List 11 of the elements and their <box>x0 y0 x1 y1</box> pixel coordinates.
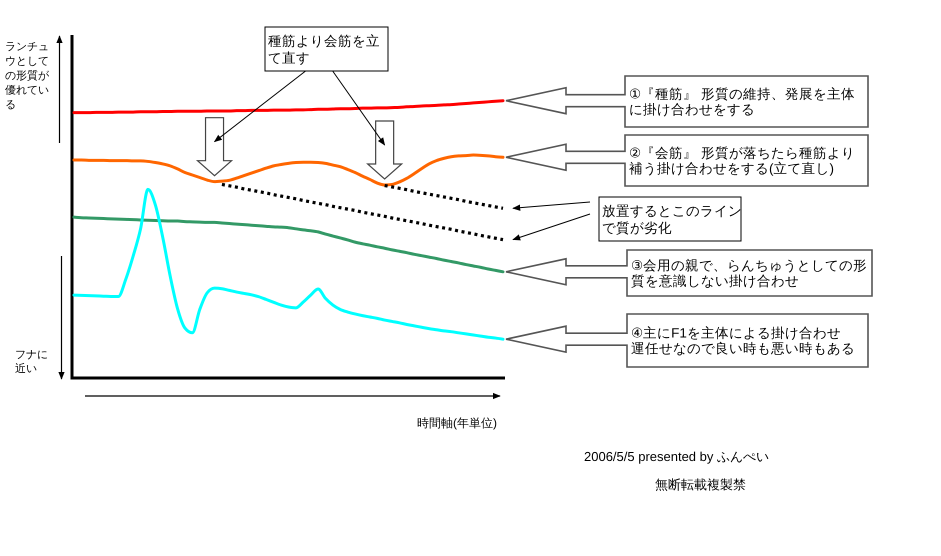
text: ①『種筋』 形質の維持、発展を主体に掛け合わせをする <box>629 86 855 118</box>
text: ④主にF1を主体による掛け合わせ運任せなので良い時も悪い時もある <box>631 326 855 356</box>
text: 放置するとこのラインで質が劣化 <box>602 203 742 236</box>
text: ③会用の親で、らんちゅうとしての形質を意識しない掛け合わせ <box>631 258 868 289</box>
text: 種筋より会筋を立て直す <box>268 33 380 66</box>
text: ランチュウとしての形質が優れている <box>5 41 50 111</box>
text: 2006/5/5 presented by ふんぺい <box>584 449 769 464</box>
text: ②『会筋』 形質が落ちたら種筋より補う掛け合わせをする(立て直し) <box>629 146 855 176</box>
text: 無断転載複製禁 <box>655 477 746 492</box>
text: フナに近い <box>15 349 48 375</box>
x-axis-title: 時間軸(年単位) <box>417 416 497 430</box>
